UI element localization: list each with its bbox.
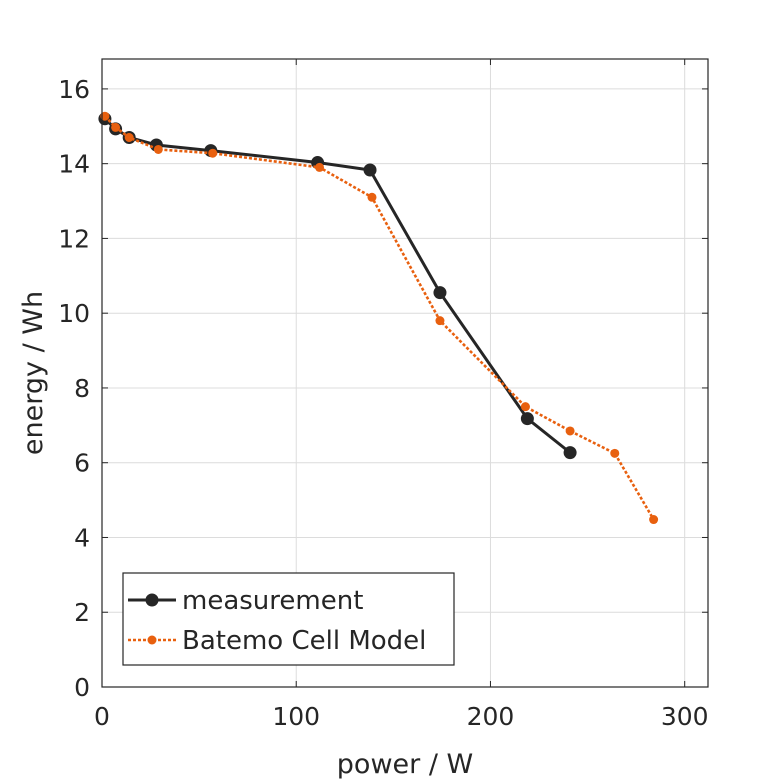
ticks: 0 100 200 300 0 2 4 6 8 10 12 14 16 xyxy=(58,59,709,731)
data-point-1 xyxy=(315,162,325,172)
x-tick-label: 0 xyxy=(94,702,110,731)
x-tick-label: 200 xyxy=(467,702,515,731)
series-line-0 xyxy=(103,117,572,454)
data-point-1 xyxy=(649,515,659,525)
data-point-0 xyxy=(433,286,447,300)
y-axis-label: energy / Wh xyxy=(18,291,49,455)
legend-box xyxy=(122,572,455,666)
legend-label: Batemo Cell Model xyxy=(182,626,426,656)
data-point-1 xyxy=(435,316,445,326)
plot-frame xyxy=(101,58,709,688)
data-point-1 xyxy=(111,122,121,132)
y-tick-label: 12 xyxy=(58,224,90,253)
y-tick-label: 14 xyxy=(58,150,90,179)
x-tick-label: 300 xyxy=(661,702,709,731)
legend-marker-0 xyxy=(145,593,159,607)
y-tick-label: 16 xyxy=(58,75,90,104)
y-tick-label: 4 xyxy=(74,523,90,552)
data-point-0 xyxy=(520,412,534,426)
y-tick-label: 6 xyxy=(74,449,90,478)
data-point-0 xyxy=(563,446,577,460)
data-point-1 xyxy=(565,426,575,436)
y-tick-label: 10 xyxy=(58,299,90,328)
data-point-1 xyxy=(520,402,530,412)
data-point-1 xyxy=(610,448,620,458)
data-point-1 xyxy=(124,133,134,142)
data-point-1 xyxy=(153,144,163,154)
data-point-1 xyxy=(367,192,377,202)
x-axis-label: power / W xyxy=(337,749,473,780)
x-tick-label: 100 xyxy=(272,702,320,731)
data-point-1 xyxy=(208,148,218,158)
y-tick-label: 8 xyxy=(74,374,90,403)
series-line-1 xyxy=(103,115,655,521)
y-tick-label: 0 xyxy=(74,673,90,702)
y-tick-label: 2 xyxy=(74,598,90,627)
series-layer xyxy=(98,111,659,525)
legend: measurement Batemo Cell Model xyxy=(122,572,455,666)
data-point-1 xyxy=(100,111,110,121)
legend-label: measurement xyxy=(182,586,363,616)
data-point-0 xyxy=(363,163,377,177)
legend-marker-1 xyxy=(147,635,157,645)
